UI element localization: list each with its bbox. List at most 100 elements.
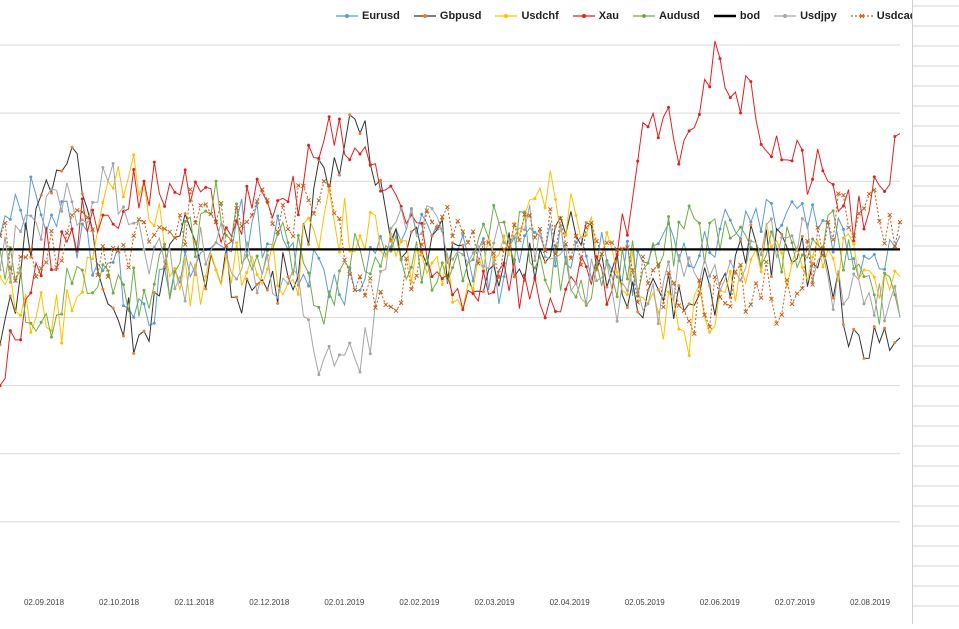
- data-point-eurusd: [91, 273, 95, 277]
- data-point-usdchf: [708, 330, 712, 334]
- series-audusd: [0, 179, 901, 339]
- data-point-usdcad: [254, 199, 260, 204]
- data-point-audusd: [409, 265, 413, 269]
- data-point-usdcad: [681, 308, 687, 314]
- data-point-audusd: [471, 258, 475, 262]
- data-point-gbpusd: [337, 173, 341, 177]
- data-point-usdchf: [821, 265, 825, 269]
- legend-label: Eurusd: [362, 10, 400, 22]
- x-tick-label: 02.03.2019: [474, 598, 515, 607]
- data-point-usdcad: [388, 304, 394, 310]
- data-point-usdchf: [49, 329, 53, 333]
- data-point-gbpusd: [553, 224, 557, 228]
- data-point-usdcad: [892, 243, 898, 249]
- data-point-usdcad: [563, 241, 569, 247]
- data-point-usdcad: [784, 277, 790, 283]
- data-point-eurusd: [790, 200, 794, 204]
- data-point-usdchf: [800, 265, 804, 269]
- data-point-audusd: [595, 261, 599, 265]
- data-point-gbpusd: [769, 275, 773, 279]
- data-point-gbpusd: [235, 295, 239, 299]
- data-point-eurusd: [481, 237, 485, 241]
- data-point-eurusd: [708, 251, 712, 255]
- data-point-audusd: [677, 220, 681, 224]
- series-line-eurusd: [0, 176, 901, 327]
- data-point-eurusd: [862, 254, 866, 258]
- data-point-usdcad: [378, 289, 383, 295]
- data-point-audusd: [337, 269, 341, 273]
- data-point-xau: [255, 177, 259, 181]
- data-point-usdchf: [790, 261, 794, 265]
- data-point-usdcad: [645, 281, 651, 286]
- data-point-usdjpy: [235, 277, 239, 281]
- data-point-audusd: [142, 288, 146, 292]
- data-point-usdjpy: [60, 209, 64, 213]
- data-point-eurusd: [19, 208, 23, 212]
- data-point-audusd: [163, 242, 167, 246]
- data-point-audusd: [739, 225, 743, 229]
- data-point-usdcad: [707, 324, 713, 330]
- data-point-usdjpy: [0, 268, 2, 272]
- data-point-xau: [605, 302, 609, 306]
- data-point-xau: [636, 159, 640, 163]
- data-point-gbpusd: [697, 292, 701, 296]
- data-point-xau: [646, 125, 650, 129]
- data-point-gbpusd: [512, 275, 516, 279]
- data-point-usdjpy: [296, 273, 300, 277]
- data-point-eurusd: [142, 302, 146, 306]
- data-point-usdcad: [835, 191, 841, 196]
- data-point-usdcad: [100, 244, 106, 249]
- data-point-gbpusd: [852, 327, 856, 331]
- data-point-audusd: [893, 293, 897, 297]
- data-point-usdjpy: [265, 253, 269, 257]
- data-point-usdcad: [594, 238, 599, 244]
- data-point-usdcad: [573, 233, 579, 239]
- data-point-usdcad: [352, 287, 358, 293]
- data-point-xau: [0, 384, 2, 388]
- data-point-audusd: [224, 233, 228, 237]
- data-point-xau: [759, 142, 763, 146]
- data-point-xau: [492, 290, 496, 294]
- data-point-xau: [728, 96, 732, 100]
- data-point-usdcad: [74, 207, 80, 213]
- data-point-eurusd: [317, 256, 321, 260]
- data-point-usdcad: [115, 248, 121, 254]
- data-point-xau: [152, 160, 156, 164]
- data-point-usdjpy: [523, 228, 527, 232]
- data-point-gbpusd: [142, 329, 146, 333]
- data-point-usdcad: [393, 308, 399, 314]
- data-point-usdcad: [841, 192, 846, 198]
- data-point-usdcad: [522, 212, 527, 217]
- data-point-usdjpy: [317, 373, 321, 377]
- data-point-xau: [80, 197, 84, 201]
- data-point-usdcad: [182, 242, 188, 247]
- data-point-eurusd: [29, 175, 33, 179]
- data-point-usdcad: [429, 219, 435, 225]
- data-point-audusd: [769, 230, 773, 234]
- data-point-usdcad: [856, 211, 862, 216]
- data-point-usdcad: [218, 200, 224, 206]
- data-point-usdcad: [470, 229, 476, 234]
- data-point-eurusd: [553, 264, 557, 268]
- data-point-usdcad: [198, 203, 203, 208]
- data-point-usdjpy: [132, 221, 136, 225]
- data-point-usdcad: [409, 286, 414, 292]
- data-point-xau: [111, 222, 115, 226]
- data-point-xau: [739, 111, 743, 115]
- data-point-usdjpy: [708, 274, 712, 278]
- data-point-usdchf: [420, 253, 424, 257]
- data-point-gbpusd: [492, 263, 496, 267]
- data-point-usdcad: [64, 230, 70, 236]
- data-point-audusd: [440, 261, 444, 265]
- data-point-usdcad: [558, 215, 563, 221]
- data-point-usdjpy: [471, 251, 475, 255]
- data-point-xau: [677, 162, 681, 166]
- data-point-usdjpy: [769, 217, 773, 221]
- data-point-usdjpy: [481, 264, 485, 268]
- data-point-xau: [368, 163, 372, 167]
- data-point-usdjpy: [831, 308, 835, 312]
- data-point-usdcad: [727, 303, 733, 309]
- data-point-usdchf: [451, 300, 455, 304]
- data-point-xau: [656, 136, 660, 140]
- data-point-usdcad: [630, 267, 635, 273]
